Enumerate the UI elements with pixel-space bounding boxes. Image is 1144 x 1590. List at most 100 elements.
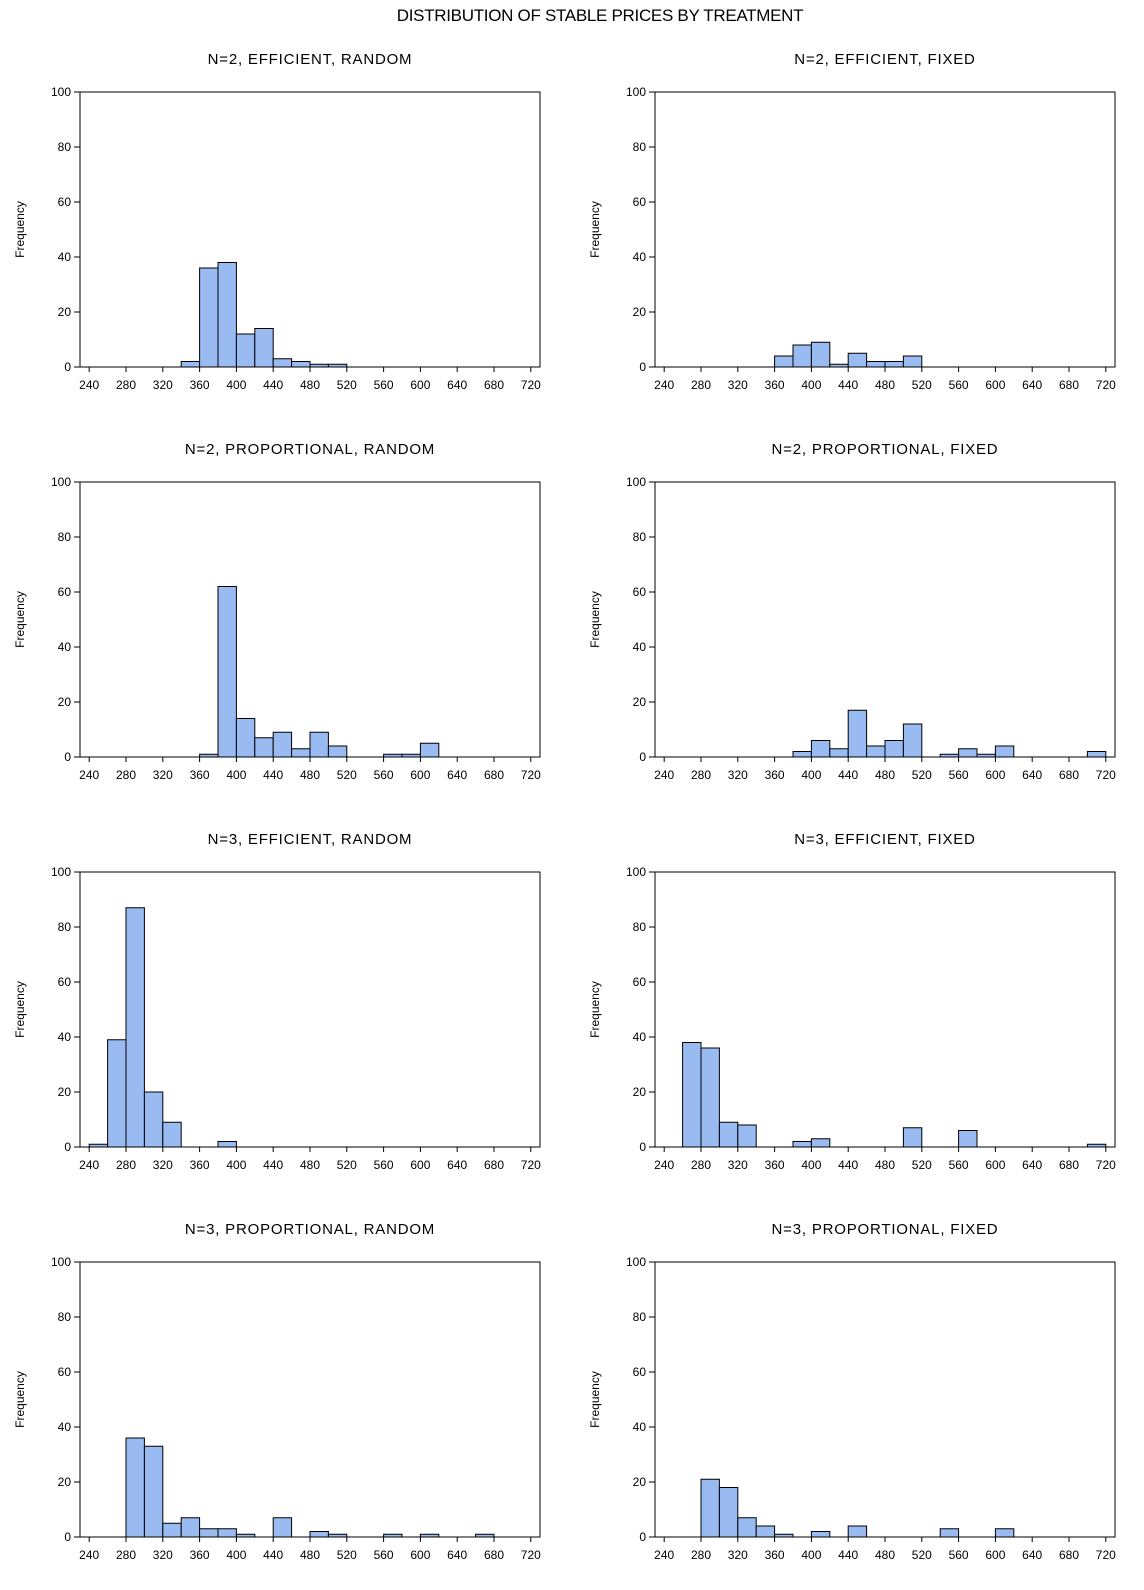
histogram-bar <box>180 1517 201 1538</box>
x-tick-label: 280 <box>691 768 711 782</box>
histogram-panel-3: N=2, PROPORTIONAL, RANDOM Frequency 0 20 40 6… <box>13 441 541 782</box>
histogram-bar <box>309 731 329 758</box>
histogram-bar <box>939 1528 960 1538</box>
x-tick-label: 720 <box>521 1548 541 1562</box>
x-tick-label: 280 <box>691 1158 711 1172</box>
x-tick-label: 440 <box>263 1548 283 1562</box>
x-tick-label: 360 <box>190 1548 210 1562</box>
y-tick-label: 60 <box>633 195 647 209</box>
histogram-bar <box>902 355 923 368</box>
y-tick-label: 80 <box>633 140 647 154</box>
y-tick-label: 80 <box>633 1310 647 1324</box>
x-tick-label: 520 <box>337 378 357 392</box>
x-tick-label: 520 <box>337 1158 357 1172</box>
histogram-panel-8: N=3, PROPORTIONAL, FIXED Frequency 0 20 40 60… <box>588 1221 1116 1562</box>
x-tick-label: 280 <box>691 378 711 392</box>
x-tick-label: 520 <box>337 1548 357 1562</box>
panel-title: N=2, PROPORTIONAL, RANDOM <box>185 441 435 458</box>
y-tick-label: 0 <box>639 750 646 764</box>
y-tick-label: 60 <box>633 975 647 989</box>
x-tick-label: 320 <box>728 1548 748 1562</box>
histogram-bar <box>419 742 440 758</box>
x-tick-label: 560 <box>949 1158 969 1172</box>
x-tick-label: 480 <box>875 1548 895 1562</box>
y-tick-label: 40 <box>633 640 647 654</box>
panel-title: N=3, PROPORTIONAL, FIXED <box>772 1221 999 1238</box>
x-tick-label: 440 <box>838 1548 858 1562</box>
y-tick-label: 0 <box>64 1140 71 1154</box>
y-tick-label: 20 <box>633 305 647 319</box>
histogram-panel-2: N=2, EFFICIENT, FIXED Frequency 0 20 40 60 80 1… <box>588 51 1116 392</box>
histogram-bar <box>125 1437 145 1538</box>
x-tick-label: 440 <box>263 768 283 782</box>
y-tick-label: 0 <box>639 1140 646 1154</box>
histogram-bar <box>737 1124 757 1148</box>
y-tick-label: 0 <box>64 360 71 374</box>
y-tick-label: 40 <box>58 640 72 654</box>
y-tick-label: 100 <box>51 865 71 879</box>
x-tick-label: 440 <box>838 768 858 782</box>
x-tick-label: 680 <box>1059 1158 1079 1172</box>
x-tick-label: 560 <box>949 768 969 782</box>
histogram-bar <box>217 1528 237 1538</box>
x-tick-label: 360 <box>190 768 210 782</box>
x-tick-label: 440 <box>838 1158 858 1172</box>
histogram-bar <box>309 1531 329 1538</box>
x-tick-label: 360 <box>765 768 785 782</box>
y-tick-label: 40 <box>633 1030 647 1044</box>
y-tick-label: 100 <box>626 1255 646 1269</box>
histogram-bar <box>884 361 904 368</box>
x-tick-label: 640 <box>447 768 467 782</box>
x-tick-label: 560 <box>374 1548 394 1562</box>
y-axis-label: Frequency <box>13 201 27 258</box>
y-axis-label: Frequency <box>588 201 602 258</box>
x-tick-label: 520 <box>912 1548 932 1562</box>
x-tick-label: 320 <box>153 1548 173 1562</box>
y-tick-label: 20 <box>58 1475 72 1489</box>
plot-frame <box>654 91 1116 368</box>
histogram-bar <box>792 1141 812 1148</box>
x-tick-label: 720 <box>1096 1548 1116 1562</box>
x-tick-label: 320 <box>153 378 173 392</box>
y-tick-label: 20 <box>633 1085 647 1099</box>
y-tick-label: 40 <box>58 250 72 264</box>
histogram-bar <box>143 1091 164 1148</box>
x-tick-label: 680 <box>1059 1548 1079 1562</box>
plot-frame <box>79 91 541 368</box>
x-tick-label: 560 <box>374 768 394 782</box>
plot-frame <box>79 481 541 758</box>
histogram-bar <box>755 1525 776 1538</box>
x-tick-label: 440 <box>263 1158 283 1172</box>
y-tick-label: 100 <box>51 85 71 99</box>
y-tick-label: 40 <box>58 1420 72 1434</box>
y-tick-label: 60 <box>633 1365 647 1379</box>
histogram-bar <box>217 1141 237 1148</box>
x-tick-label: 480 <box>300 378 320 392</box>
y-axis-label: Frequency <box>13 591 27 648</box>
histogram-bar <box>847 709 868 758</box>
x-tick-label: 600 <box>985 1158 1005 1172</box>
x-tick-label: 640 <box>447 1158 467 1172</box>
x-tick-label: 560 <box>374 378 394 392</box>
histogram-bar <box>254 328 274 368</box>
y-tick-label: 100 <box>51 1255 71 1269</box>
y-tick-label: 100 <box>51 475 71 489</box>
histogram-bar <box>291 748 311 758</box>
y-tick-label: 40 <box>58 1030 72 1044</box>
y-tick-label: 100 <box>626 85 646 99</box>
histogram-bar <box>994 745 1015 758</box>
y-axis-label: Frequency <box>588 1371 602 1428</box>
y-tick-label: 20 <box>58 1085 72 1099</box>
histogram-bar <box>180 361 201 368</box>
histogram-bar <box>272 358 293 368</box>
histogram-bar <box>235 718 256 758</box>
x-tick-label: 400 <box>801 768 821 782</box>
x-tick-label: 520 <box>912 768 932 782</box>
y-tick-label: 80 <box>58 530 72 544</box>
y-tick-label: 0 <box>64 750 71 764</box>
y-tick-label: 60 <box>58 975 72 989</box>
x-tick-label: 640 <box>447 378 467 392</box>
y-tick-label: 80 <box>633 530 647 544</box>
histogram-bar <box>902 723 923 758</box>
